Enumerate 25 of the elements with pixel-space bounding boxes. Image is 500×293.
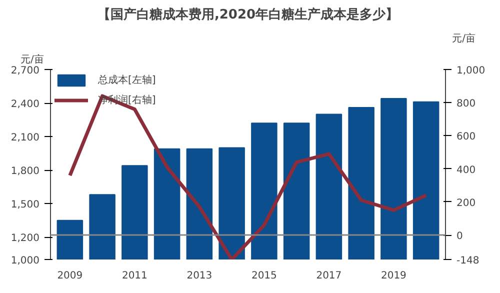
legend-label: 总成本[左轴] bbox=[98, 74, 156, 87]
y-tick-label: 1,800 bbox=[10, 166, 40, 178]
y2-tick-label: 600 bbox=[456, 132, 476, 143]
chart-title: 【国产白糖成本费用,2020年白糖生产成本是多少】 bbox=[97, 6, 399, 22]
line-series bbox=[68, 94, 428, 260]
y-tick-label: 2,700 bbox=[10, 66, 40, 76]
y-tick-label: 2,400 bbox=[10, 99, 40, 110]
text: 元/亩 bbox=[452, 32, 476, 44]
y-tick-label: 1,000 bbox=[10, 256, 40, 266]
y2-tick-label: 200 bbox=[456, 198, 476, 209]
y2-tick-label: 1,000 bbox=[456, 66, 486, 76]
y2-tick-label: 800 bbox=[456, 98, 476, 110]
y2-tick-label: 0 bbox=[456, 231, 463, 242]
x-tick-label: 2019 bbox=[380, 270, 406, 282]
y2-tick-label: 400 bbox=[456, 164, 476, 176]
text: 元/亩 bbox=[20, 54, 44, 66]
y2-tick-label: -148 bbox=[456, 256, 480, 266]
x-tick-label: 2011 bbox=[122, 270, 148, 282]
y-tick-label: 1,500 bbox=[10, 200, 40, 211]
y-tick-label: 2,100 bbox=[10, 132, 40, 144]
x-tick-label: 2017 bbox=[316, 270, 342, 282]
y-tick-label: 1,200 bbox=[10, 233, 40, 244]
x-tick-label: 2015 bbox=[251, 270, 277, 282]
x-tick-label: 2013 bbox=[186, 270, 212, 282]
x-tick-label: 2009 bbox=[57, 270, 83, 282]
